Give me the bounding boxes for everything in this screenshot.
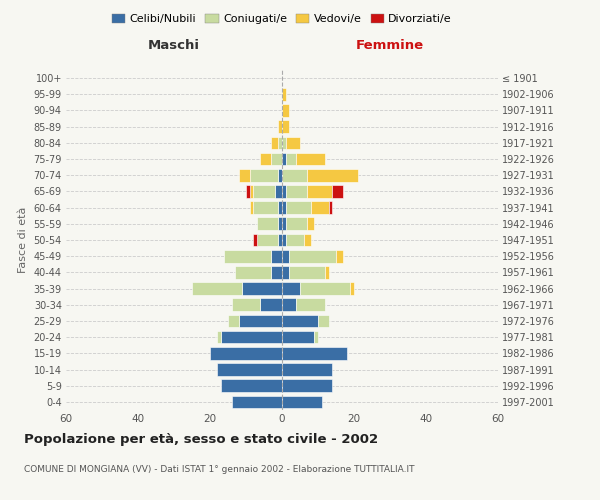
Bar (282, 282, 300, 295)
Text: Femmine: Femmine (356, 40, 424, 52)
Bar (329, 202, 332, 214)
Bar (304, 234, 311, 246)
Bar (232, 298, 260, 311)
Bar (271, 250, 282, 262)
Text: Popolazione per età, sesso e stato civile - 2002: Popolazione per età, sesso e stato civil… (24, 432, 378, 446)
Bar (332, 185, 343, 198)
Bar (275, 185, 282, 198)
Bar (217, 331, 221, 344)
Bar (296, 152, 325, 166)
Bar (246, 185, 250, 198)
Bar (271, 266, 282, 278)
Bar (282, 234, 286, 246)
Bar (282, 152, 286, 166)
Bar (350, 282, 354, 295)
Bar (253, 202, 278, 214)
Bar (257, 234, 278, 246)
Bar (242, 282, 282, 295)
Bar (278, 136, 282, 149)
Bar (239, 314, 282, 328)
Bar (318, 314, 329, 328)
Bar (257, 218, 278, 230)
Bar (307, 185, 332, 198)
Bar (260, 298, 282, 311)
Bar (221, 331, 282, 344)
Bar (271, 152, 282, 166)
Bar (250, 169, 278, 181)
Bar (286, 185, 307, 198)
Bar (282, 218, 286, 230)
Bar (278, 234, 282, 246)
Bar (282, 202, 286, 214)
Bar (278, 120, 282, 133)
Bar (289, 250, 336, 262)
Text: COMUNE DI MONGIANA (VV) - Dati ISTAT 1° gennaio 2002 - Elaborazione TUTTITALIA.I: COMUNE DI MONGIANA (VV) - Dati ISTAT 1° … (24, 465, 415, 474)
Bar (278, 202, 282, 214)
Bar (278, 218, 282, 230)
Bar (286, 136, 300, 149)
Bar (296, 298, 325, 311)
Bar (235, 266, 271, 278)
Bar (286, 234, 304, 246)
Bar (289, 266, 325, 278)
Bar (300, 282, 350, 295)
Legend: Celibi/Nubili, Coniugati/e, Vedovi/e, Divorziati/e: Celibi/Nubili, Coniugati/e, Vedovi/e, Di… (109, 10, 455, 28)
Bar (286, 218, 307, 230)
Bar (278, 169, 282, 181)
Bar (239, 169, 250, 181)
Bar (250, 202, 253, 214)
Bar (282, 104, 289, 117)
Bar (286, 202, 311, 214)
Bar (307, 169, 358, 181)
Bar (192, 282, 242, 295)
Text: Maschi: Maschi (148, 40, 200, 52)
Bar (336, 250, 343, 262)
Bar (325, 266, 329, 278)
Bar (286, 152, 296, 166)
Y-axis label: Fasce di età: Fasce di età (18, 207, 28, 273)
Bar (314, 331, 318, 344)
Bar (307, 218, 314, 230)
Bar (210, 347, 282, 360)
Bar (282, 363, 332, 376)
Bar (282, 250, 289, 262)
Bar (282, 314, 318, 328)
Bar (282, 380, 332, 392)
Bar (282, 396, 322, 408)
Bar (253, 185, 275, 198)
Bar (232, 396, 282, 408)
Bar (221, 380, 282, 392)
Bar (228, 314, 239, 328)
Bar (282, 88, 286, 101)
Bar (282, 136, 286, 149)
Bar (260, 152, 271, 166)
Bar (282, 347, 347, 360)
Bar (282, 120, 289, 133)
Bar (282, 331, 314, 344)
Bar (253, 234, 257, 246)
Bar (282, 298, 296, 311)
Bar (250, 185, 253, 198)
Bar (282, 169, 307, 181)
Bar (271, 136, 278, 149)
Bar (282, 185, 286, 198)
Bar (282, 266, 289, 278)
Bar (311, 202, 329, 214)
Bar (217, 363, 282, 376)
Bar (224, 250, 271, 262)
